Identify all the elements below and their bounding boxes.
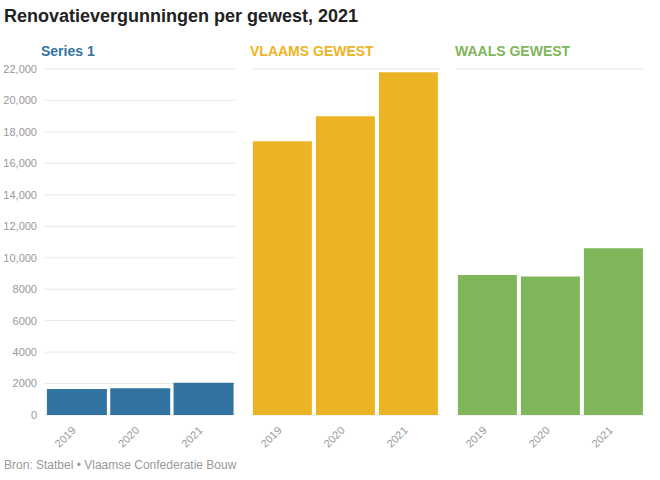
html-text:Bron: Statbel • Vlaamse Confed: Bron: Statbel • Vlaamse Confederatie Bou… — [4, 458, 237, 472]
svg-text:2021: 2021 — [589, 424, 615, 450]
svg-text:2019: 2019 — [52, 424, 78, 450]
html-text:WAALS GEWEST: WAALS GEWEST — [455, 43, 571, 59]
svg-text:10,000: 10,000 — [8, 252, 37, 264]
svg-text:2019: 2019 — [463, 424, 489, 450]
svg-text:0: 0 — [31, 409, 37, 421]
svg-text:2020: 2020 — [116, 424, 142, 450]
svg-text:2020: 2020 — [526, 424, 552, 450]
svg-text:16,000: 16,000 — [8, 157, 37, 169]
html-text:VLAAMS GEWEST: VLAAMS GEWEST — [250, 43, 374, 59]
svg-text:2020: 2020 — [321, 424, 347, 450]
svg-text:14,000: 14,000 — [8, 189, 37, 201]
svg-text:6000: 6000 — [13, 315, 37, 327]
svg-text:2021: 2021 — [384, 424, 410, 450]
svg-text:22,000: 22,000 — [8, 64, 37, 75]
svg-text:4000: 4000 — [13, 346, 37, 358]
svg-text:8000: 8000 — [13, 283, 37, 295]
html-text:Series 1: Series 1 — [41, 43, 95, 59]
svg-text:2000: 2000 — [13, 377, 37, 389]
svg-text:12,000: 12,000 — [8, 220, 37, 232]
html-text:Renovatievergunningen per gewe: Renovatievergunningen per gewest, 2021 — [4, 6, 359, 26]
svg-text:18,000: 18,000 — [8, 126, 37, 138]
svg-text:2021: 2021 — [179, 424, 205, 450]
svg-text:20,000: 20,000 — [8, 94, 37, 106]
svg-text:2019: 2019 — [258, 424, 284, 450]
